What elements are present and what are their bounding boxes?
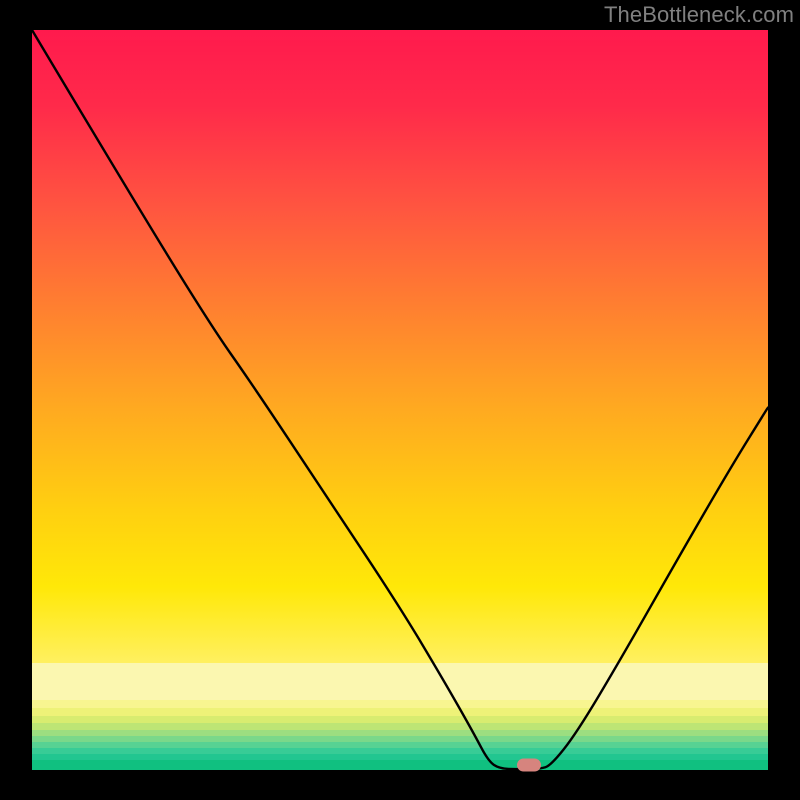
- watermark-text: TheBottleneck.com: [604, 2, 794, 28]
- bottleneck-curve-svg: [32, 30, 768, 770]
- bottleneck-curve: [32, 30, 768, 769]
- optimal-point-marker: [517, 758, 541, 771]
